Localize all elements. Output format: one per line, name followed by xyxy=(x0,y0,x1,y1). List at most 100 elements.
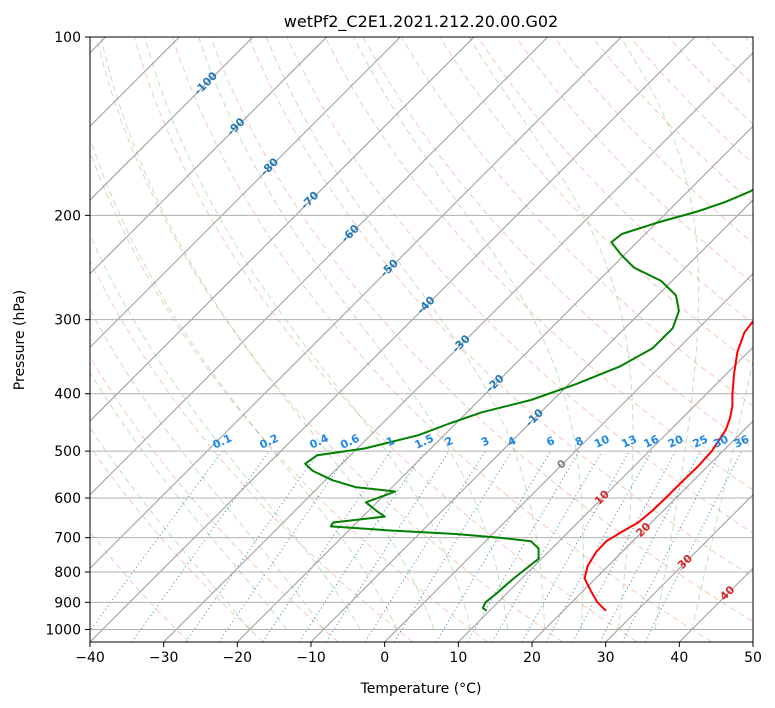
x-axis-ticks: −40 −30 −20 −10 0 10 20 30 40 50 xyxy=(75,642,762,666)
dry-adiabat-line xyxy=(95,37,563,642)
dry-adiabat-line xyxy=(286,37,753,534)
chart-title: wetPf2_C2E1.2021.212.20.00.G02 xyxy=(284,12,558,32)
mixing-ratio-label: 30 xyxy=(711,432,731,450)
y-tick-label: 1000 xyxy=(45,622,81,638)
y-tick-label: 400 xyxy=(54,387,81,403)
dry-adiabat-line xyxy=(744,37,753,47)
dry-adiabat-line xyxy=(171,37,712,642)
mixing-ratio-line xyxy=(545,450,653,642)
moist-adiabat-line xyxy=(198,37,509,630)
isotherm-line xyxy=(90,37,475,422)
isotherm-line xyxy=(163,51,753,642)
moist-adiabat-line xyxy=(353,37,584,630)
x-tick-label: −20 xyxy=(223,650,253,666)
moist-adiabat-line xyxy=(144,37,472,630)
moist-adiabat-line xyxy=(468,37,634,630)
isotherm-line xyxy=(457,346,753,642)
y-tick-label: 200 xyxy=(54,208,81,224)
mixing-ratio-label: 20 xyxy=(666,432,686,450)
mixing-ratio-label: 0.1 xyxy=(211,432,234,452)
background-lines xyxy=(90,37,753,642)
dry-adiabat-line xyxy=(90,356,339,642)
mixing-ratio-label: 8 xyxy=(573,434,585,449)
dry-adiabat-line xyxy=(668,37,753,125)
moist-adiabat-line xyxy=(90,233,361,630)
isotherm-line xyxy=(384,272,753,642)
y-axis-ticks: 100 200 300 400 500 600 700 800 900 1000 xyxy=(45,30,90,638)
plot-frame xyxy=(89,36,754,643)
y-tick-label: 100 xyxy=(54,30,81,46)
moist-adiabat-line xyxy=(620,37,700,630)
line-labels: -100-90-80-70-60-50-40-30-20-10010203040… xyxy=(191,69,751,603)
x-tick-label: 10 xyxy=(449,650,467,666)
dry-adiabat-line xyxy=(591,37,753,204)
mixing-ratio-label: 1.5 xyxy=(413,432,436,452)
moist-adiabat-line xyxy=(90,308,324,630)
mixing-ratio-line xyxy=(572,450,677,642)
mixing-ratio-line xyxy=(364,450,486,642)
y-tick-label: 900 xyxy=(54,595,81,611)
x-tick-label: 0 xyxy=(380,650,389,666)
y-axis-label: Pressure (hPa) xyxy=(12,290,28,390)
mixing-ratio-label: 25 xyxy=(691,433,710,451)
mixing-ratio-label: 16 xyxy=(642,432,662,450)
mixing-ratio-line xyxy=(393,450,513,642)
mixing-ratio-label: 13 xyxy=(620,433,639,451)
x-tick-label: 20 xyxy=(523,650,541,666)
dewpoint-line xyxy=(304,188,753,612)
mixing-ratio-label: 6 xyxy=(544,434,557,449)
dry-adiabat-line xyxy=(90,531,190,642)
mixing-ratio-label: 10 xyxy=(592,432,612,450)
dry-adiabat-line xyxy=(515,37,753,284)
isotherm-line xyxy=(90,37,401,349)
isotherm-line xyxy=(678,567,753,642)
isotherm-line xyxy=(236,125,753,642)
moist-adiabat-line xyxy=(90,426,251,630)
mixing-ratio-line xyxy=(185,450,320,642)
dry-adiabat-line xyxy=(133,37,638,642)
y-tick-label: 300 xyxy=(54,313,81,329)
isotherm-line xyxy=(90,37,549,496)
x-axis-label: Temperature (°C) xyxy=(360,681,482,697)
isotherm-line xyxy=(531,420,753,642)
mixing-ratio-label: 0.2 xyxy=(257,432,280,452)
dry-adiabat-line xyxy=(210,37,753,623)
mixing-ratio-line xyxy=(325,450,450,642)
dry-adiabat-line xyxy=(90,259,414,642)
y-tick-label: 600 xyxy=(54,491,81,507)
moist-adiabat-line xyxy=(90,136,398,630)
mixing-ratio-label: 36 xyxy=(732,432,752,450)
x-tick-label: −30 xyxy=(149,650,179,666)
mixing-ratio-line xyxy=(218,450,351,642)
dry-adiabat-line xyxy=(90,445,264,642)
isotherm-line xyxy=(310,199,753,642)
isotherm-line xyxy=(90,37,254,201)
x-tick-label: 50 xyxy=(744,650,762,666)
mixing-ratio-label: 2 xyxy=(443,434,455,449)
temperature-line xyxy=(583,319,753,612)
mixing-ratio-label: 3 xyxy=(479,434,491,449)
isotherm-line xyxy=(605,493,753,642)
mixing-ratio-label: 0.4 xyxy=(307,431,330,451)
y-tick-label: 800 xyxy=(54,565,81,581)
moist-adiabat-line xyxy=(100,37,435,630)
dry-adiabat-line xyxy=(706,37,753,86)
y-tick-label: 700 xyxy=(54,531,81,547)
x-tick-label: 30 xyxy=(597,650,615,666)
dry-adiabat-line xyxy=(324,37,753,491)
x-tick-label: −40 xyxy=(75,650,105,666)
moist-adiabat-line xyxy=(90,371,288,630)
y-tick-label: 500 xyxy=(54,444,81,460)
isotherm-line xyxy=(90,37,696,642)
mixing-ratio-line xyxy=(298,450,425,642)
dry-adiabat-line xyxy=(248,37,753,578)
mixing-ratio-line xyxy=(262,450,392,642)
dry-adiabat-line xyxy=(90,150,488,642)
isotherm-line xyxy=(90,37,328,275)
dry-adiabat-line xyxy=(438,37,753,366)
profile-lines xyxy=(304,188,753,612)
x-tick-label: −10 xyxy=(296,650,326,666)
grid-lines xyxy=(90,37,753,642)
moist-adiabat-line xyxy=(265,37,546,630)
